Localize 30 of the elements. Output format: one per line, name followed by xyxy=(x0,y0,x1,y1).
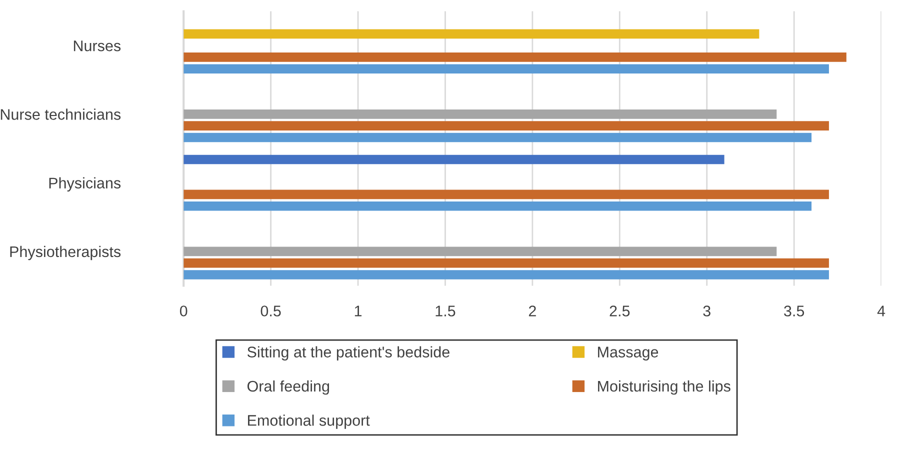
legend-label: Oral feeding xyxy=(247,380,330,395)
bar xyxy=(184,132,812,142)
bar xyxy=(184,258,829,268)
legend-label: Emotional support xyxy=(248,414,370,429)
bar xyxy=(184,121,829,131)
x-tick-label: 4 xyxy=(877,306,886,316)
bar xyxy=(184,154,724,164)
y-tick-label: Physicians xyxy=(49,177,121,192)
bar xyxy=(184,29,760,39)
x-tick-label: 1 xyxy=(354,306,362,316)
x-tick-label: 1.5 xyxy=(436,306,456,316)
bar xyxy=(184,52,846,62)
bar xyxy=(184,64,829,74)
x-tick-label: 2.5 xyxy=(610,306,630,316)
y-tick-label: Nurse technicians xyxy=(0,108,121,120)
legend-label: Massage xyxy=(598,346,658,360)
bar xyxy=(184,246,777,256)
bar xyxy=(184,270,829,280)
bar xyxy=(184,190,829,200)
legend-label: Sitting at the patient's bedside xyxy=(247,346,450,360)
x-tick-label: 0.5 xyxy=(260,306,281,316)
x-tick-label: 2 xyxy=(528,306,536,316)
y-tick-label: Nurses xyxy=(74,40,121,52)
legend-label: Moisturising the lips xyxy=(598,380,730,395)
bar xyxy=(184,110,777,119)
bar xyxy=(184,201,812,211)
y-tick-label: Physiotherapists xyxy=(10,246,121,260)
x-tick-label: 3 xyxy=(703,306,710,316)
x-tick-label: 3.5 xyxy=(784,306,804,316)
x-tick-label: 0 xyxy=(180,306,188,316)
